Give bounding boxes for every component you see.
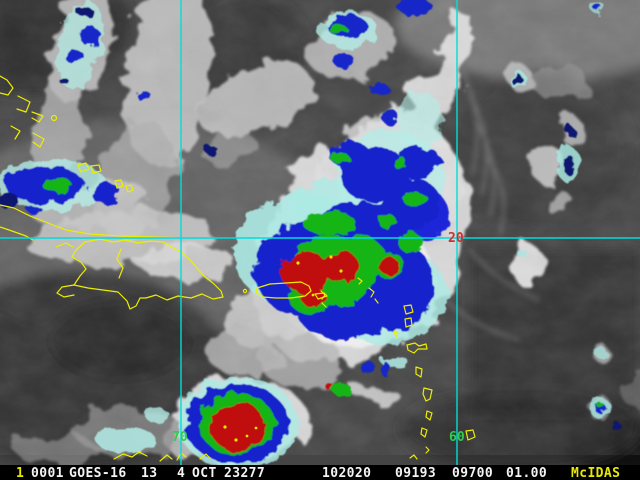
mcidas-label: McIDAS (571, 466, 621, 480)
day-of-month: 4 (177, 466, 186, 480)
frame-number: 1 (16, 466, 25, 480)
satellite-image-canvas: 20 70 60 (0, 0, 640, 465)
image-line: 09193 (395, 466, 437, 480)
grid-label-lon-60: 60 (449, 430, 465, 445)
image-time: 102020 (322, 466, 372, 480)
grid-label-lat-20: 20 (448, 231, 464, 246)
status-bar: 1 0001 GOES-16 13 4 OCT 23277 102020 091… (0, 465, 640, 480)
image-descriptor: 0001 (31, 466, 64, 480)
satellite-image[interactable]: 20 70 60 (0, 0, 640, 465)
zoom-factor: 01.00 (506, 466, 548, 480)
satellite-name: GOES-16 (69, 466, 127, 480)
coastline-overlay (0, 75, 476, 462)
julian-date: 23277 (224, 466, 266, 480)
image-element: 09700 (452, 466, 494, 480)
latlon-grid (0, 0, 640, 465)
band-number: 13 (141, 466, 158, 480)
month: OCT (192, 466, 217, 480)
grid-label-lon-70: 70 (172, 430, 188, 445)
